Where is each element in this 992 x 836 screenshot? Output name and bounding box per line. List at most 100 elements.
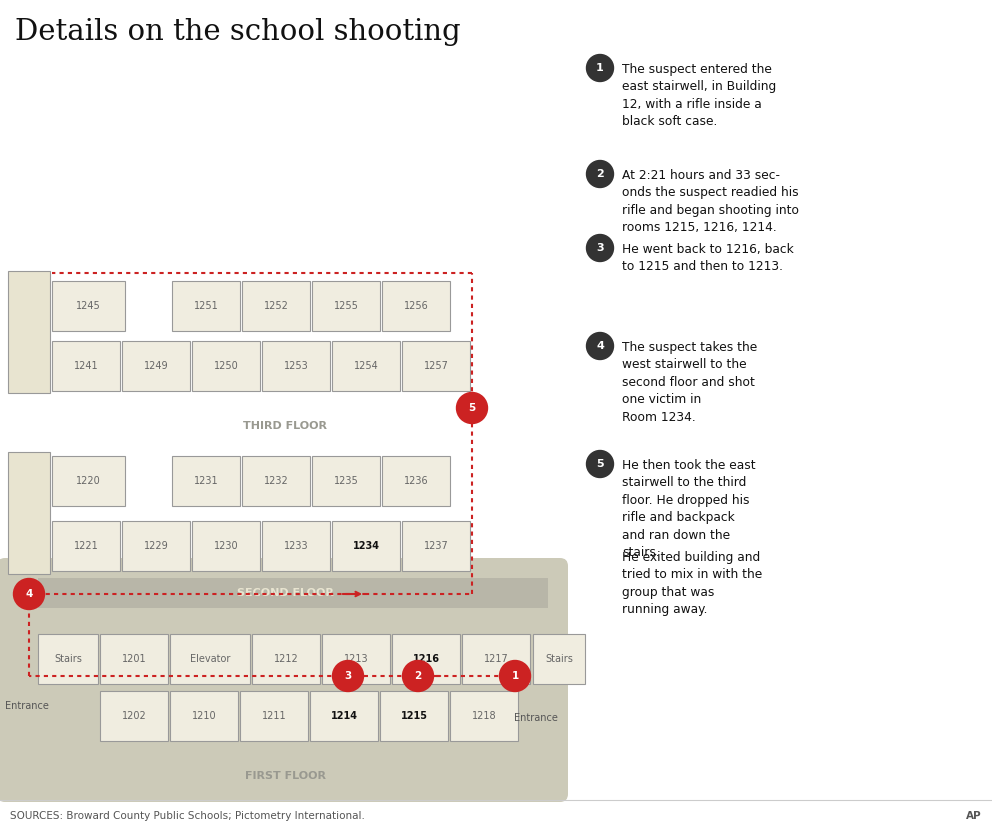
- Text: 1221: 1221: [73, 541, 98, 551]
- Text: 1212: 1212: [274, 654, 299, 664]
- Text: 1249: 1249: [144, 361, 169, 371]
- Text: 1241: 1241: [73, 361, 98, 371]
- Text: 4: 4: [26, 589, 33, 599]
- Text: The suspect entered the
east stairwell, in Building
12, with a rifle inside a
bl: The suspect entered the east stairwell, …: [622, 63, 777, 129]
- Circle shape: [586, 451, 613, 477]
- Bar: [172, 456, 240, 506]
- Text: Details on the school shooting: Details on the school shooting: [15, 18, 460, 46]
- Text: 1235: 1235: [333, 476, 358, 486]
- Bar: [52, 341, 120, 391]
- Text: 1250: 1250: [213, 361, 238, 371]
- Bar: [310, 691, 378, 741]
- Text: 1214: 1214: [330, 711, 357, 721]
- Text: 1211: 1211: [262, 711, 287, 721]
- Text: Stairs: Stairs: [54, 654, 82, 664]
- Text: 1230: 1230: [213, 541, 238, 551]
- Bar: [192, 521, 260, 571]
- Text: 1229: 1229: [144, 541, 169, 551]
- Bar: [392, 634, 460, 684]
- Bar: [240, 691, 308, 741]
- Bar: [380, 691, 448, 741]
- Text: FIRST FLOOR: FIRST FLOOR: [244, 771, 325, 781]
- Text: 1253: 1253: [284, 361, 309, 371]
- Text: He then took the east
stairwell to the third
floor. He dropped his
rifle and bac: He then took the east stairwell to the t…: [622, 459, 756, 559]
- Text: 5: 5: [596, 459, 604, 469]
- Bar: [462, 634, 530, 684]
- Circle shape: [332, 660, 363, 691]
- Text: 1202: 1202: [122, 711, 147, 721]
- Circle shape: [456, 392, 487, 424]
- Circle shape: [586, 333, 613, 359]
- Text: 1257: 1257: [424, 361, 448, 371]
- Bar: [100, 634, 168, 684]
- Bar: [252, 634, 320, 684]
- Text: Stairs: Stairs: [545, 654, 573, 664]
- Text: 1252: 1252: [264, 301, 289, 311]
- Text: 1217: 1217: [484, 654, 508, 664]
- Text: 5: 5: [468, 403, 475, 413]
- Bar: [332, 341, 400, 391]
- Bar: [170, 691, 238, 741]
- Bar: [262, 521, 330, 571]
- Bar: [100, 691, 168, 741]
- Circle shape: [586, 54, 613, 81]
- Text: Entrance: Entrance: [5, 701, 49, 711]
- Text: He exited building and
tried to mix in with the
group that was
running away.: He exited building and tried to mix in w…: [622, 551, 762, 616]
- Text: 1215: 1215: [401, 711, 428, 721]
- Bar: [122, 521, 190, 571]
- Text: SECOND FLOOR: SECOND FLOOR: [236, 588, 333, 598]
- Text: 1231: 1231: [193, 476, 218, 486]
- Text: 1234: 1234: [352, 541, 380, 551]
- Bar: [172, 281, 240, 331]
- Circle shape: [403, 660, 434, 691]
- Text: 1245: 1245: [76, 301, 101, 311]
- Bar: [382, 281, 450, 331]
- Text: 3: 3: [344, 671, 351, 681]
- Bar: [332, 521, 400, 571]
- Circle shape: [500, 660, 531, 691]
- Bar: [52, 456, 125, 506]
- Text: 1220: 1220: [76, 476, 101, 486]
- Text: 1213: 1213: [343, 654, 368, 664]
- Bar: [38, 634, 98, 684]
- Text: 1: 1: [596, 63, 604, 73]
- Bar: [382, 456, 450, 506]
- Circle shape: [586, 235, 613, 262]
- Text: The suspect takes the
west stairwell to the
second floor and shot
one victim in
: The suspect takes the west stairwell to …: [622, 341, 757, 424]
- Bar: [8, 452, 50, 574]
- Text: SOURCES: Broward County Public Schools; Pictometry International.: SOURCES: Broward County Public Schools; …: [10, 811, 365, 821]
- Text: THIRD FLOOR: THIRD FLOOR: [243, 421, 327, 431]
- Bar: [170, 634, 250, 684]
- Bar: [262, 341, 330, 391]
- Text: 1254: 1254: [353, 361, 378, 371]
- Text: 1256: 1256: [404, 301, 429, 311]
- Text: 4: 4: [596, 341, 604, 351]
- Text: 1232: 1232: [264, 476, 289, 486]
- Bar: [242, 456, 310, 506]
- Text: Elevator: Elevator: [189, 654, 230, 664]
- Text: 1233: 1233: [284, 541, 309, 551]
- Text: 1251: 1251: [193, 301, 218, 311]
- Text: He went back to 1216, back
to 1215 and then to 1213.: He went back to 1216, back to 1215 and t…: [622, 243, 794, 273]
- FancyBboxPatch shape: [0, 558, 568, 802]
- Bar: [402, 341, 470, 391]
- Text: 1216: 1216: [413, 654, 439, 664]
- Bar: [533, 634, 585, 684]
- Text: 1236: 1236: [404, 476, 429, 486]
- Bar: [52, 521, 120, 571]
- Bar: [8, 271, 50, 393]
- Bar: [52, 281, 125, 331]
- Bar: [242, 281, 310, 331]
- Circle shape: [586, 161, 613, 187]
- Text: 1: 1: [511, 671, 519, 681]
- Text: 1218: 1218: [471, 711, 496, 721]
- Text: 2: 2: [415, 671, 422, 681]
- Text: 1255: 1255: [333, 301, 358, 311]
- Text: 1237: 1237: [424, 541, 448, 551]
- Text: At 2:21 hours and 33 sec-
onds the suspect readied his
rifle and began shooting : At 2:21 hours and 33 sec- onds the suspe…: [622, 169, 799, 235]
- Bar: [312, 281, 380, 331]
- Bar: [450, 691, 518, 741]
- Text: 1210: 1210: [191, 711, 216, 721]
- Text: AP: AP: [966, 811, 982, 821]
- Bar: [312, 456, 380, 506]
